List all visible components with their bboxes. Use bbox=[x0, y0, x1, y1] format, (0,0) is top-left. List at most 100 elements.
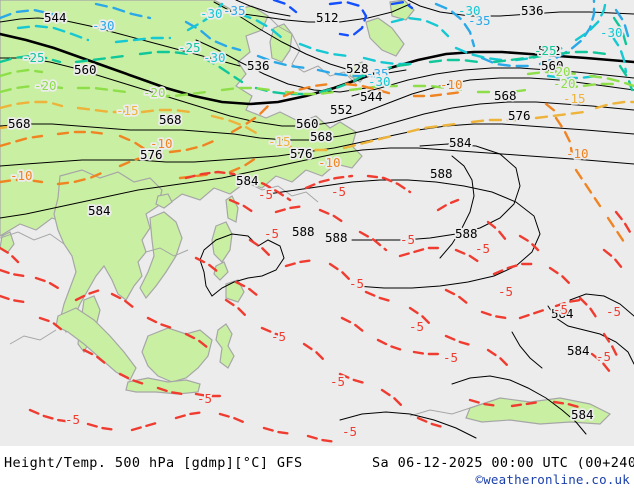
height-contour-label-halo: 584 bbox=[571, 407, 594, 422]
land-java bbox=[125, 377, 201, 395]
temperature-label-group: -30-30-35-35-35-35-30-30 -30-30-30-30-25-… bbox=[8, 1, 624, 441]
height-contour-label-halo: 536 bbox=[247, 58, 270, 73]
isotherm-label: -5 bbox=[596, 349, 611, 364]
height-contour-label-halo: 576 bbox=[508, 108, 531, 123]
footer-credit: ©weatheronline.co.uk bbox=[475, 472, 630, 487]
isotherm-label: -20 bbox=[553, 76, 576, 91]
height-contour-label-halo: 584 bbox=[567, 343, 590, 358]
isotherm-label-halo: -10 bbox=[150, 136, 173, 151]
isotherm-label: -30 bbox=[458, 3, 481, 18]
isotherm--30 bbox=[16, 0, 628, 80]
isotherm-label-halo: -5 bbox=[606, 304, 621, 319]
isotherm-label: -20 bbox=[34, 78, 57, 93]
height-contour-label-halo: 576 bbox=[140, 147, 163, 162]
isotherm-label: -25 bbox=[534, 43, 557, 58]
isotherm-label-halo: -20 bbox=[34, 78, 57, 93]
height-contour-label-halo: 588 bbox=[455, 226, 478, 241]
isotherm-label: -5 bbox=[409, 319, 424, 334]
isotherm-label-halo: -5 bbox=[409, 319, 424, 334]
isotherm-label: -5 bbox=[443, 350, 458, 365]
contour-544 bbox=[0, 17, 241, 67]
contour-536b bbox=[195, 39, 367, 93]
height-contour-label-halo: 560 bbox=[296, 116, 319, 131]
isotherm-label-halo: -5 bbox=[475, 241, 490, 256]
isotherm-label-halo: -35 bbox=[468, 13, 491, 28]
isotherm-label-halo: -5 bbox=[342, 424, 357, 439]
isotherm-label: -5 bbox=[65, 412, 80, 427]
height-contour-label: 568 bbox=[8, 116, 31, 131]
isotherm-label-halo: -35 bbox=[366, 66, 389, 81]
isotherm-label-halo: -25 bbox=[534, 43, 557, 58]
isotherm-label-halo: -5 bbox=[330, 374, 345, 389]
isotherm--10 bbox=[0, 82, 626, 244]
height-contour-label: 552 bbox=[330, 102, 353, 117]
isotherm-label: -5 bbox=[264, 226, 279, 241]
isotherm-label: -5 bbox=[197, 391, 212, 406]
map-canvas[interactable]: 544 544 512 512 536 536 560 560 536 536 528 528 552 5… bbox=[0, 0, 634, 446]
isotherm-label: -5 bbox=[330, 374, 345, 389]
isotherm-label: -35 bbox=[223, 3, 246, 18]
height-contour-label: 544 bbox=[360, 89, 383, 104]
height-contour-label: 568 bbox=[159, 112, 182, 127]
isotherm-label-halo: -20 bbox=[553, 76, 576, 91]
isotherm-label: -30 bbox=[368, 74, 391, 89]
isotherm--15 bbox=[0, 100, 634, 152]
height-contour-label-halo: 544 bbox=[360, 89, 383, 104]
isotherm-label-halo: -30 bbox=[368, 74, 391, 89]
land-luzon bbox=[211, 221, 233, 263]
isotherm-label-halo: -5 bbox=[596, 349, 611, 364]
height-contour-label: 588 bbox=[325, 230, 348, 245]
height-contour-label: 568 bbox=[494, 88, 517, 103]
height-contour-label: 584 bbox=[567, 343, 590, 358]
contour-588 bbox=[267, 179, 541, 289]
isotherm-label: -10 bbox=[566, 146, 589, 161]
contour-576 bbox=[0, 123, 634, 167]
height-contour-label: 536 bbox=[521, 3, 544, 18]
height-contour-label-halo: 552 bbox=[538, 43, 561, 58]
height-contour-label: 560 bbox=[74, 62, 97, 77]
isotherm-label-halo: -30 bbox=[600, 25, 623, 40]
isotherm-layer bbox=[0, 0, 634, 444]
contour-584c bbox=[569, 293, 634, 317]
isotherm-label: -10 bbox=[10, 168, 33, 183]
footer-date: Sa 06-12-2025 00:00 UTC (00+240) bbox=[372, 455, 634, 471]
isotherm-label: -15 bbox=[563, 91, 586, 106]
height-contour-label-halo: 588 bbox=[325, 230, 348, 245]
isotherm-label-halo: -30 bbox=[458, 3, 481, 18]
height-contour-label: 576 bbox=[140, 147, 163, 162]
isotherm-label: -5 bbox=[258, 187, 273, 202]
contour-584e bbox=[451, 375, 587, 435]
isotherm-label: -5 bbox=[498, 284, 513, 299]
height-contour-label-halo: 588 bbox=[430, 166, 453, 181]
isotherm-label: -30 bbox=[200, 6, 223, 21]
isotherm-label-halo: -10 bbox=[318, 155, 341, 170]
height-contour-label-halo: 528 bbox=[346, 61, 369, 76]
land-philippines-mindanao bbox=[225, 279, 245, 303]
isotherm-label-halo: -30 bbox=[92, 18, 115, 33]
height-contour-label-halo: 568 bbox=[310, 129, 333, 144]
contour-584 bbox=[0, 147, 634, 219]
contour-560 bbox=[0, 57, 634, 127]
footer-title: Height/Temp. 500 hPa [gdmp][°C] GFS bbox=[4, 455, 303, 471]
isotherm--20 bbox=[0, 68, 634, 98]
height-contour-label-halo: 568 bbox=[8, 116, 31, 131]
isotherm-label-halo: -20 bbox=[548, 64, 571, 79]
isotherm-label-halo: -5 bbox=[400, 232, 415, 247]
height-contour-label-halo: 584 bbox=[236, 173, 259, 188]
height-contour-label-halo: 584 bbox=[551, 306, 574, 321]
land-japan-honshu bbox=[365, 17, 405, 57]
height-contour-label-halo: 560 bbox=[74, 62, 97, 77]
isotherm-label-halo: -35 bbox=[223, 3, 246, 18]
contour-536 bbox=[407, 0, 634, 17]
isotherm-label: -30 bbox=[600, 25, 623, 40]
isotherm-label-halo: -5 bbox=[443, 350, 458, 365]
height-contour-label: 576 bbox=[508, 108, 531, 123]
isotherm-label: -15 bbox=[116, 103, 139, 118]
isotherm-label-halo: -15 bbox=[268, 134, 291, 149]
height-contour-label: 584 bbox=[88, 203, 111, 218]
isotherm--5 bbox=[0, 170, 632, 444]
isotherm-label-halo: -5 bbox=[349, 276, 364, 291]
land-borneo bbox=[141, 327, 213, 383]
